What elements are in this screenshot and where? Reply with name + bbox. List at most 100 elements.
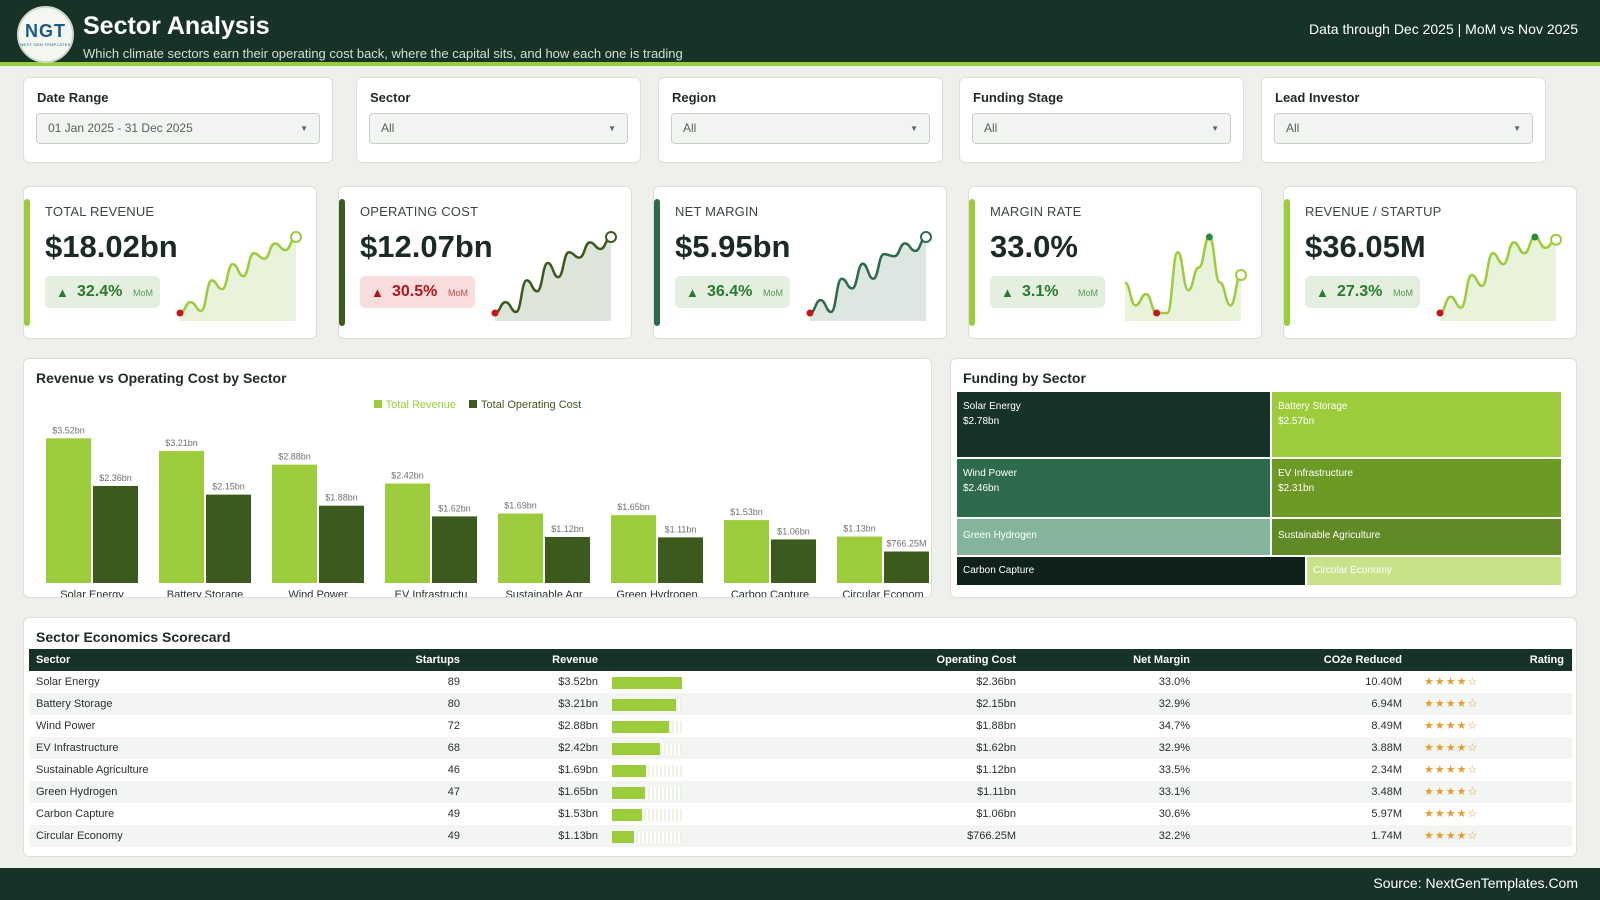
source-link[interactable]: Source: NextGenTemplates.Com: [1373, 875, 1578, 891]
bar-revenue[interactable]: [498, 513, 543, 583]
sparkline-min-point: [1436, 309, 1444, 317]
triangle-up-icon: ▲: [1001, 285, 1014, 300]
bar-operating-cost[interactable]: [771, 539, 816, 583]
kpi-change-value: 30.5%: [392, 283, 438, 300]
treemap-tile-ev-infrastructure[interactable]: EV Infrastructure $2.31bn: [1272, 459, 1561, 517]
table-row[interactable]: Circular Economy 49 $1.13bn $766.25M 32.…: [29, 825, 1572, 847]
cell-startups: 49: [447, 830, 460, 842]
table-row[interactable]: Wind Power 72 $2.88bn $1.88bn 34.7% 8.49…: [29, 715, 1572, 737]
star-rating-icon: ★★★★☆: [1424, 676, 1479, 688]
cell-net-margin: 34.7%: [1158, 720, 1190, 732]
cell-revenue: $3.52bn: [558, 676, 598, 688]
cell-sector: EV Infrastructure: [36, 742, 119, 754]
table-row[interactable]: Green Hydrogen 47 $1.65bn $1.11bn 33.1% …: [29, 781, 1572, 803]
sparkline-area: [495, 237, 611, 321]
bar-operating-cost[interactable]: [545, 536, 590, 583]
bar-operating-cost[interactable]: [432, 516, 477, 583]
sparkline-area: [1440, 237, 1556, 321]
col-net-margin[interactable]: Net Margin: [1133, 654, 1190, 666]
legend-swatch: [373, 400, 382, 408]
bar-operating-cost[interactable]: [884, 551, 929, 583]
sparkline-last-point: [1550, 233, 1562, 246]
kpi-sparkline: [176, 231, 302, 321]
lead-investor-select[interactable]: All ▼: [1274, 113, 1533, 144]
revenue-share-bar: [612, 743, 682, 755]
bar-revenue[interactable]: [385, 483, 430, 583]
table-row[interactable]: Battery Storage 80 $3.21bn $2.15bn 32.9%…: [29, 693, 1572, 715]
col-startups[interactable]: Startups: [415, 654, 460, 666]
kpi-label: REVENUE / STARTUP: [1305, 204, 1442, 219]
bar-operating-cost[interactable]: [319, 505, 364, 583]
treemap-tile-green-hydrogen[interactable]: Green Hydrogen: [957, 519, 1270, 555]
kpi-value: $18.02bn: [45, 229, 178, 264]
star-rating-icon: ★★★★☆: [1424, 764, 1479, 776]
filter-label: Funding Stage: [973, 90, 1064, 105]
cell-revenue: $2.42bn: [558, 742, 598, 754]
col-revenue[interactable]: Revenue: [552, 654, 598, 666]
treemap-tile-battery-storage[interactable]: Battery Storage $2.57bn: [1272, 392, 1561, 457]
bar-data-label: $1.06bn: [777, 526, 810, 536]
revenue-share-bar: [612, 677, 682, 689]
legend-item-revenue[interactable]: Total Revenue: [373, 399, 456, 411]
cell-co2e: 6.94M: [1371, 698, 1402, 710]
cell-co2e: 8.49M: [1371, 720, 1402, 732]
treemap-tile-sustainable-agriculture[interactable]: Sustainable Agriculture: [1272, 519, 1561, 555]
funding-stage-select[interactable]: All ▼: [972, 113, 1231, 144]
kpi-sparkline: [1124, 233, 1247, 321]
filter-label: Lead Investor: [1275, 90, 1360, 105]
bar-operating-cost[interactable]: [206, 494, 251, 583]
cell-operating-cost: $1.11bn: [977, 786, 1016, 798]
cell-operating-cost: $766.25M: [967, 830, 1016, 842]
treemap-tile-circular-economy[interactable]: Circular Economy: [1307, 557, 1561, 585]
kpi-sparkline: [806, 231, 932, 321]
bar-revenue[interactable]: [159, 451, 204, 583]
legend-item-operating-cost[interactable]: Total Operating Cost: [469, 399, 581, 411]
star-rating-icon: ★★★★☆: [1424, 830, 1479, 842]
kpi-change-value: 36.4%: [707, 283, 753, 300]
treemap-tile-wind-power[interactable]: Wind Power $2.46bn: [957, 459, 1270, 517]
cell-startups: 68: [447, 742, 460, 754]
col-operating-cost[interactable]: Operating Cost: [936, 654, 1016, 666]
kpi-accent-bar: [339, 199, 345, 326]
bar-revenue[interactable]: [272, 464, 317, 583]
table-row[interactable]: EV Infrastructure 68 $2.42bn $1.62bn 32.…: [29, 737, 1572, 759]
star-rating-icon: ★★★★☆: [1424, 786, 1479, 798]
table-row[interactable]: Solar Energy 89 $3.52bn $2.36bn 33.0% 10…: [29, 671, 1572, 693]
bar-revenue[interactable]: [837, 536, 882, 583]
filter-region: Region All ▼: [658, 77, 943, 163]
kpi-card-total-revenue: TOTAL REVENUE $18.02bn ▲ 32.4% MoM: [23, 186, 317, 339]
treemap-tile-value: $2.78bn: [963, 416, 1000, 427]
kpi-value: $5.95bn: [675, 229, 791, 264]
bar-data-label: $2.42bn: [391, 471, 424, 481]
date-range-select[interactable]: 01 Jan 2025 - 31 Dec 2025 ▼: [36, 113, 320, 144]
treemap-tile-value: $2.31bn: [1278, 483, 1315, 494]
sparkline-last-point: [290, 231, 302, 243]
col-co2e[interactable]: CO2e Reduced: [1323, 654, 1402, 666]
star-rating-icon: ★★★★☆: [1424, 720, 1479, 732]
table-row[interactable]: Sustainable Agriculture 46 $1.69bn $1.12…: [29, 759, 1572, 781]
cell-co2e: 3.88M: [1371, 742, 1402, 754]
bar-data-label: $1.11bn: [665, 524, 697, 534]
region-select[interactable]: All ▼: [671, 113, 930, 144]
col-sector[interactable]: Sector: [36, 654, 71, 666]
bar-data-label: $1.62bn: [438, 503, 471, 513]
treemap-tile-carbon-capture[interactable]: Carbon Capture: [957, 557, 1305, 585]
revenue-share-bar: [612, 721, 682, 733]
bar-operating-cost[interactable]: [658, 537, 703, 583]
sparkline-line: [494, 235, 612, 315]
revenue-share-fill: [612, 721, 669, 733]
col-rating[interactable]: Rating: [1529, 654, 1564, 666]
kpi-card-revenue-startup: REVENUE / STARTUP $36.05M ▲ 27.3% MoM: [1283, 186, 1577, 339]
bar-data-label: $1.88bn: [325, 493, 358, 503]
cell-sector: Battery Storage: [36, 698, 113, 710]
sector-select[interactable]: All ▼: [369, 113, 628, 144]
select-value: All: [984, 121, 998, 135]
treemap-tile-solar-energy[interactable]: Solar Energy $2.78bn: [957, 392, 1270, 457]
table-row[interactable]: Carbon Capture 49 $1.53bn $1.06bn 30.6% …: [29, 803, 1572, 825]
bar-revenue[interactable]: [724, 520, 769, 583]
bar-operating-cost[interactable]: [93, 485, 138, 583]
bar-revenue[interactable]: [46, 438, 91, 583]
bar-revenue[interactable]: [611, 515, 656, 583]
cell-operating-cost: $2.15bn: [976, 698, 1016, 710]
revenue-share-fill: [612, 831, 634, 843]
